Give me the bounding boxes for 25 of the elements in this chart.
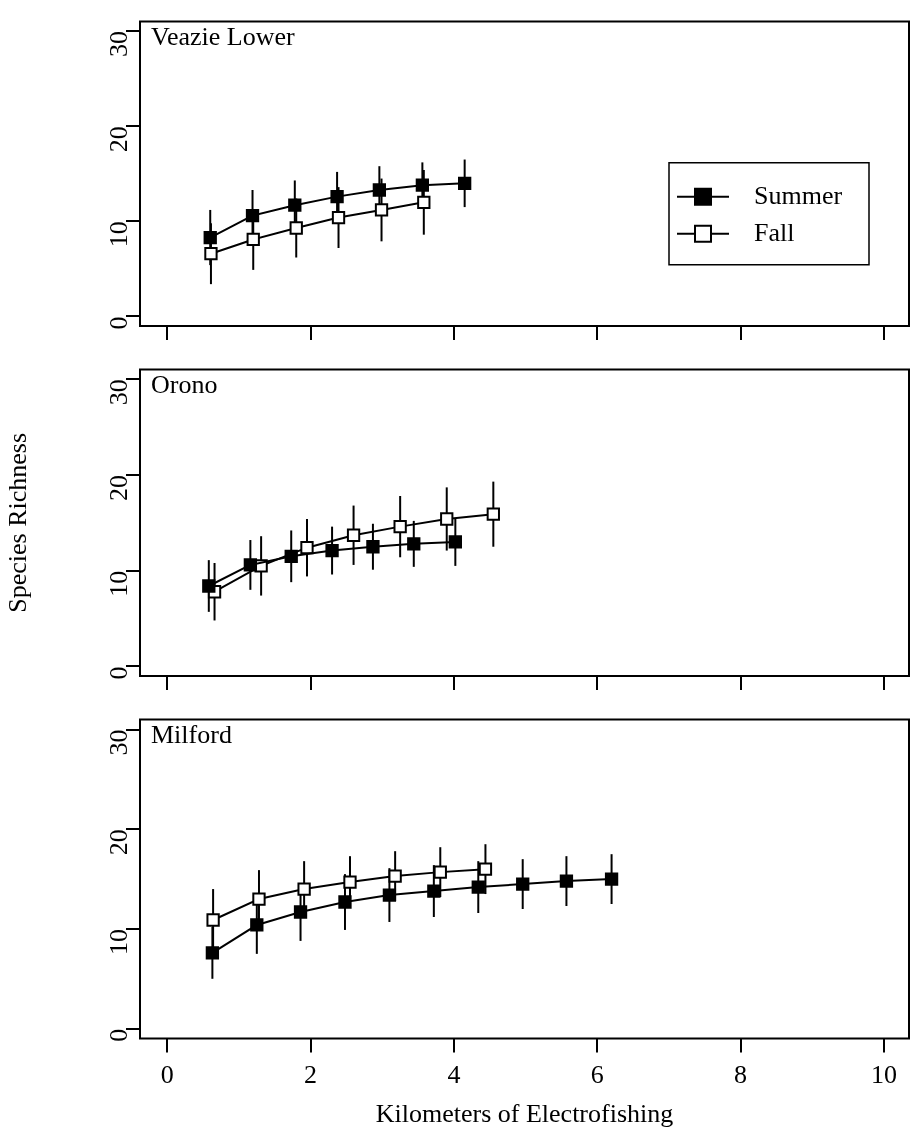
x-tick-label: 0: [160, 1060, 174, 1090]
y-tick-label: 10: [103, 570, 133, 597]
y-tick-label: 20: [103, 474, 133, 501]
y-tick-label: 0: [103, 1028, 133, 1042]
chart-title: Veazie Lower: [151, 22, 295, 52]
x-tick-label: 8: [734, 1060, 748, 1090]
x-tick-label: 10: [870, 1060, 897, 1090]
x-tick-label: 2: [304, 1060, 318, 1090]
y-axis-title: Species Richness: [3, 432, 33, 613]
legend-label: Summer: [754, 180, 843, 210]
y-tick-label: 10: [103, 221, 133, 248]
legend-label: Fall: [754, 217, 795, 247]
y-tick-label: 30: [103, 729, 133, 756]
y-tick-label: 20: [103, 126, 133, 153]
y-tick-label: 0: [103, 316, 133, 330]
x-tick-label: 4: [447, 1060, 461, 1090]
y-tick-label: 20: [103, 829, 133, 856]
y-tick-label: 30: [103, 379, 133, 406]
y-tick-label: 30: [103, 31, 133, 58]
x-axis-title: Kilometers of Electrofishing: [375, 1099, 674, 1129]
chart-title: Milford: [151, 720, 232, 750]
x-tick-label: 6: [590, 1060, 604, 1090]
y-tick-label: 0: [103, 666, 133, 680]
y-tick-label: 10: [103, 928, 133, 955]
chart-title: Orono: [151, 370, 218, 400]
